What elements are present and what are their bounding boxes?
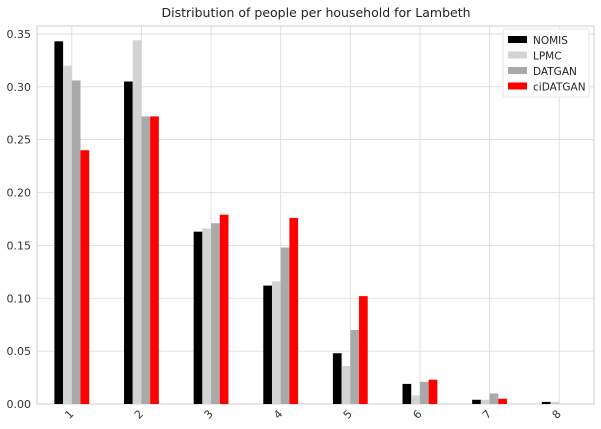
legend-label-lpmc: LPMC [533, 51, 562, 63]
legend-label-cidatgan: ciDATGAN [533, 82, 586, 94]
bar-cidatgan-4 [289, 217, 299, 404]
legend-swatch-nomis [508, 36, 527, 43]
bar-datgan-6 [419, 381, 429, 404]
y-tick-label: 0.10 [7, 292, 32, 305]
y-tick-label: 0.15 [7, 239, 32, 252]
bar-lpmc-7 [480, 399, 490, 404]
bar-nomis-6 [402, 383, 412, 404]
y-tick-label: 0.25 [7, 134, 32, 147]
bar-lpmc-8 [550, 401, 560, 404]
bar-lpmc-5 [341, 365, 351, 404]
bar-cidatgan-7 [498, 398, 507, 404]
bar-lpmc-6 [411, 395, 420, 404]
bar-datgan-2 [141, 116, 151, 404]
bar-cidatgan-2 [150, 116, 159, 404]
legend: NOMIS LPMC DATGAN ciDATGAN [502, 28, 590, 98]
bar-lpmc-1 [63, 65, 72, 404]
bar-cidatgan-1 [80, 150, 90, 404]
legend-label-datgan: DATGAN [533, 66, 577, 78]
bar-datgan-1 [71, 80, 81, 404]
bar-datgan-3 [211, 223, 220, 404]
bar-nomis-8 [541, 401, 551, 404]
y-tick-label: 0.30 [7, 81, 32, 94]
bar-nomis-3 [193, 231, 203, 404]
bar-lpmc-3 [202, 228, 212, 404]
plot-area: 0.000.050.100.150.200.250.300.351 2 3 4 5 6 7 8 [7, 25, 595, 422]
legend-swatch-cidatgan [508, 82, 527, 90]
y-tick-label: 0.35 [7, 28, 32, 41]
bar-nomis-5 [332, 353, 342, 404]
bar-nomis-1 [54, 41, 64, 404]
y-tick-label: 0.20 [7, 187, 32, 200]
legend-box [502, 28, 590, 98]
bar-datgan-7 [489, 393, 499, 404]
plot-border [36, 25, 595, 405]
legend-swatch-lpmc [508, 51, 527, 59]
chart-title: Distribution of people per household for… [161, 5, 470, 20]
legend-swatch-datgan [508, 67, 527, 74]
bar-cidatgan-5 [359, 296, 368, 404]
bar-nomis-4 [263, 285, 272, 404]
bar-lpmc-4 [271, 281, 281, 404]
y-tick-label: 0.05 [7, 345, 32, 358]
legend-label-nomis: NOMIS [533, 35, 568, 47]
y-tick-label: 0.00 [7, 398, 32, 411]
bar-cidatgan-3 [219, 214, 229, 404]
bar-datgan-5 [350, 329, 360, 404]
bar-lpmc-2 [132, 40, 142, 405]
bar-datgan-4 [280, 247, 290, 404]
bar-cidatgan-6 [428, 379, 438, 404]
bar-nomis-2 [124, 81, 133, 404]
bar-nomis-7 [472, 399, 481, 404]
